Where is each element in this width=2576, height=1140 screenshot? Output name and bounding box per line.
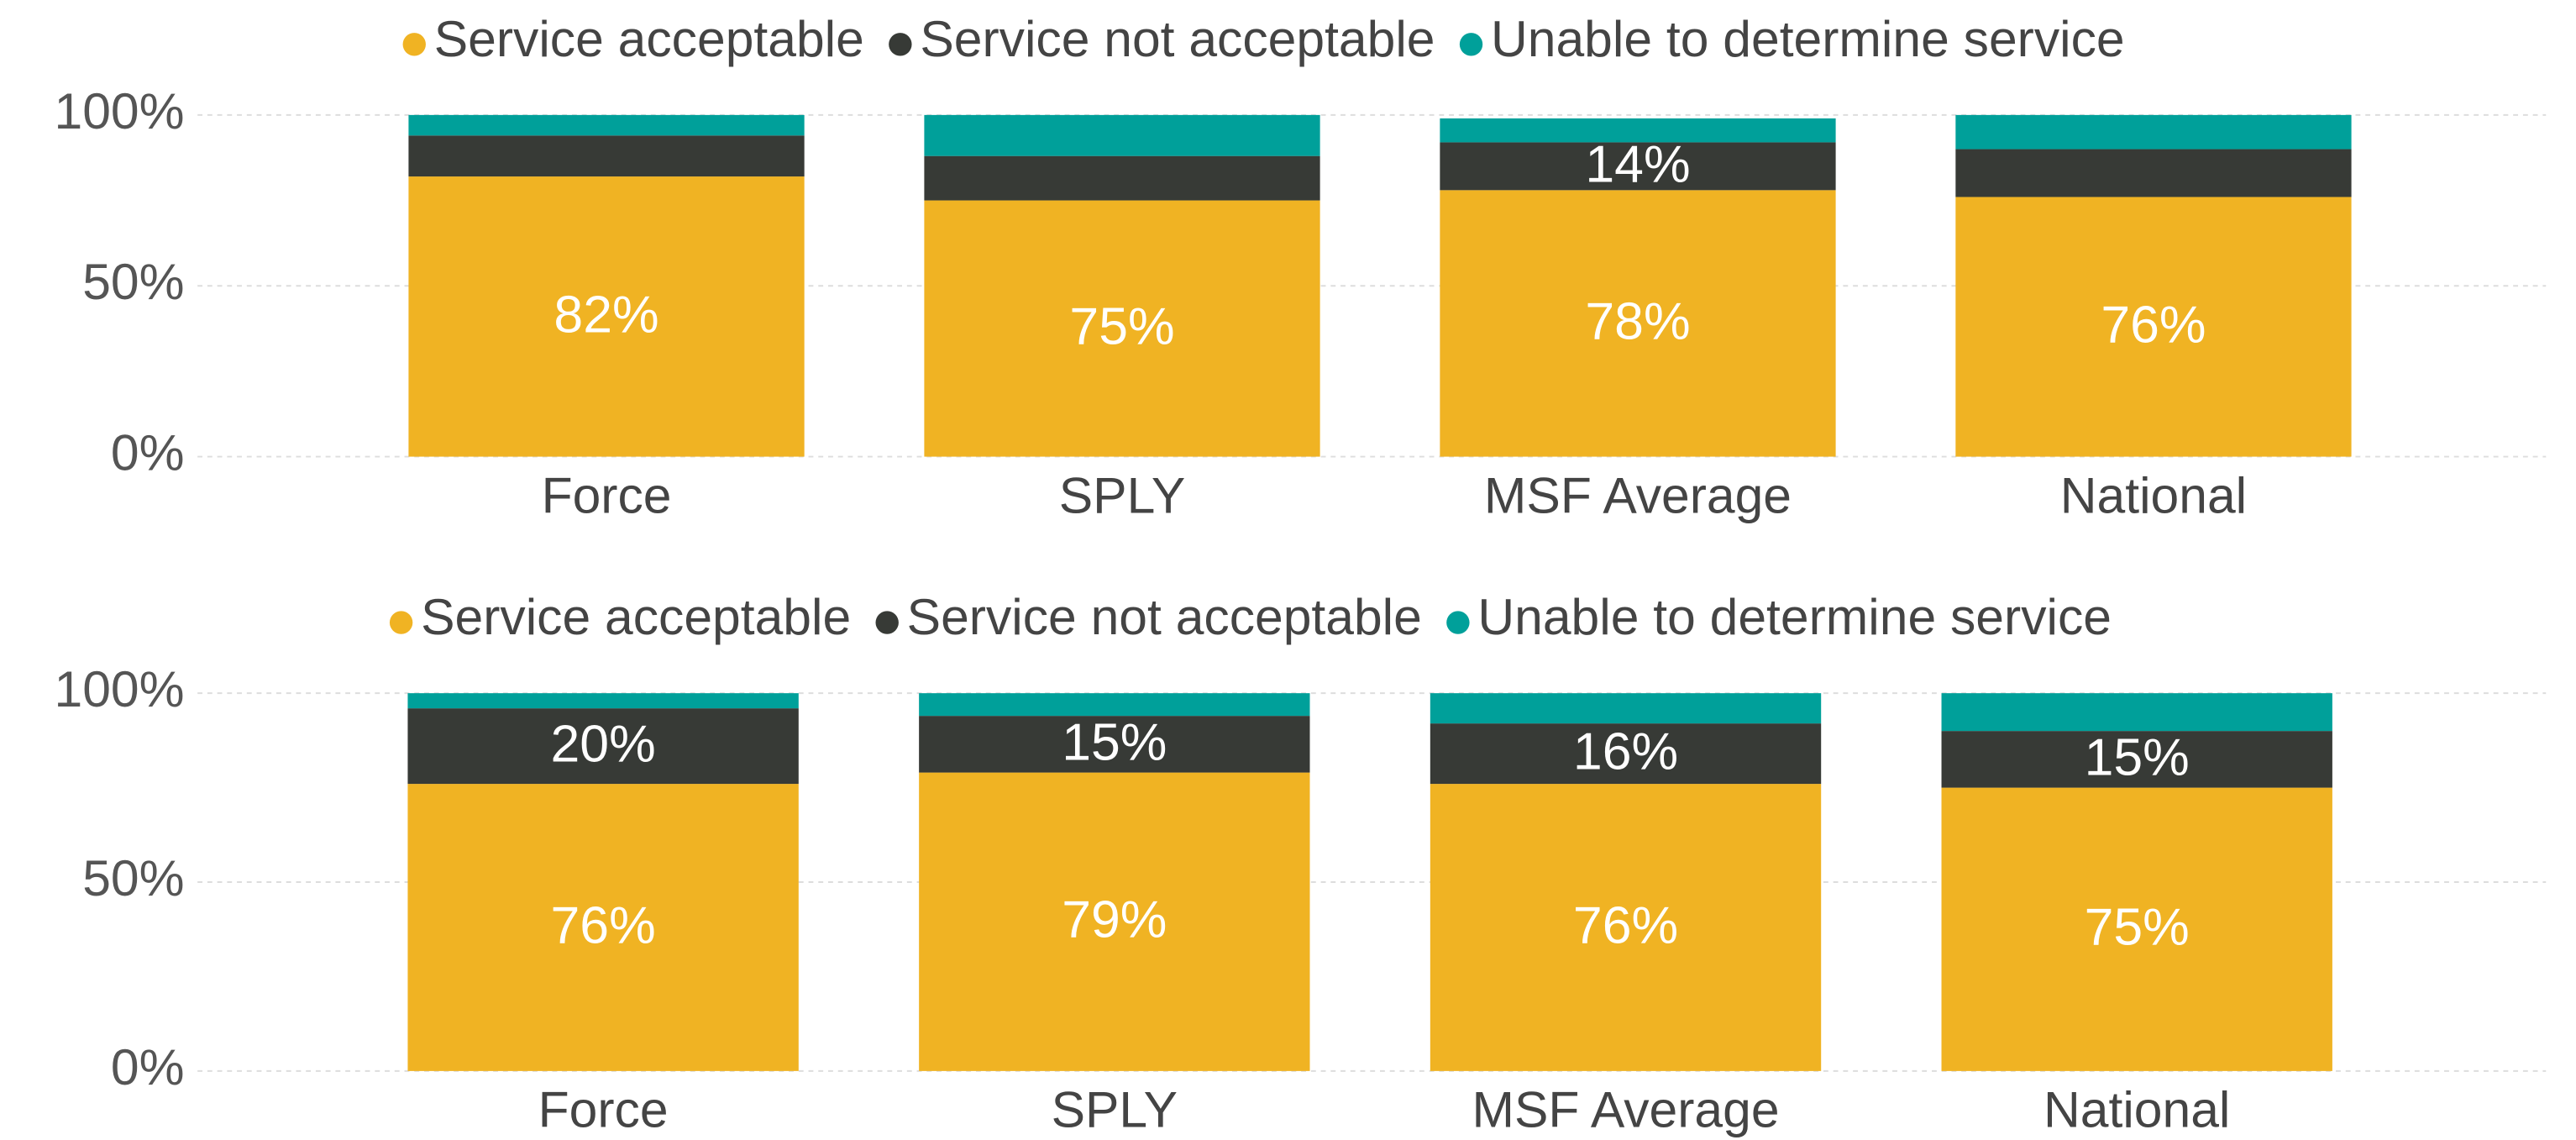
bar-segment (408, 135, 805, 177)
bar-segment (1955, 114, 2352, 150)
data-label: 79% (1062, 890, 1167, 949)
legend-label: Unable to determine service (1491, 10, 2125, 67)
bar-segment (919, 772, 1310, 1071)
bar-segment (408, 114, 805, 136)
legend-swatch (402, 33, 426, 56)
x-tick-label: MSF Average (1472, 1081, 1779, 1138)
y-tick-label: 50% (82, 849, 184, 906)
legend-swatch (875, 611, 899, 634)
bar-segment (407, 693, 799, 709)
x-tick-label: National (2060, 466, 2247, 523)
data-label: 76% (1573, 896, 1678, 954)
bar-segment (1955, 149, 2352, 197)
bar-segment (1955, 197, 2352, 457)
legend-label: Service acceptable (421, 588, 851, 645)
data-label: 75% (2085, 898, 2190, 957)
data-label: 76% (551, 896, 656, 954)
legend-label: Service not acceptable (907, 588, 1422, 645)
x-tick-label: Force (542, 466, 672, 523)
bar-segment (924, 155, 1320, 201)
bar-segment (924, 114, 1320, 156)
bar-segment (1941, 693, 2332, 732)
legend-swatch (1446, 611, 1470, 634)
bar-chart: 0% 50% 100% Service acceptable Service not a… (55, 588, 2547, 1138)
data-label: 20% (551, 715, 656, 774)
bar-chart: 0% 50% 100% Service acceptable Service not a… (55, 10, 2547, 523)
bar-segment (924, 200, 1320, 457)
y-tick-label: 0% (111, 1038, 185, 1095)
legend-label: Service not acceptable (920, 10, 1435, 67)
y-tick-label: 0% (111, 424, 185, 481)
legend-swatch (1459, 33, 1483, 56)
legend-label: Service acceptable (434, 10, 864, 67)
y-tick-label: 100% (55, 82, 185, 139)
bar-segment (1440, 118, 1836, 143)
x-tick-label: MSF Average (1484, 466, 1792, 523)
data-label: 14% (1585, 134, 1690, 193)
bar-segment (407, 784, 799, 1071)
bar-segment (919, 693, 1310, 717)
bar-segment (408, 176, 805, 457)
legend-swatch (389, 611, 413, 634)
x-tick-label: SPLY (1052, 1081, 1178, 1138)
bar-segment (1941, 787, 2332, 1071)
data-label: 15% (1062, 712, 1167, 771)
bar-segment (407, 708, 799, 785)
bar-segment (1430, 723, 1822, 785)
x-tick-label: SPLY (1059, 466, 1186, 523)
data-label: 16% (1573, 722, 1678, 781)
data-label: 15% (2085, 728, 2190, 786)
bar-segment (919, 716, 1310, 773)
legend-swatch (889, 33, 912, 56)
data-label: 76% (2101, 296, 2206, 355)
x-tick-label: Force (538, 1081, 669, 1138)
y-tick-label: 50% (82, 253, 184, 310)
bar-segment (1440, 190, 1836, 457)
bar-segment (1430, 693, 1822, 724)
data-label: 75% (1069, 297, 1174, 356)
x-tick-label: National (2043, 1081, 2230, 1138)
data-label: 78% (1585, 292, 1690, 350)
bar-segment (1941, 731, 2332, 788)
y-tick-label: 100% (55, 660, 185, 717)
bar-segment (1440, 142, 1836, 191)
legend-label: Unable to determine service (1477, 588, 2112, 645)
data-label: 82% (553, 285, 658, 344)
bar-segment (1430, 784, 1822, 1071)
